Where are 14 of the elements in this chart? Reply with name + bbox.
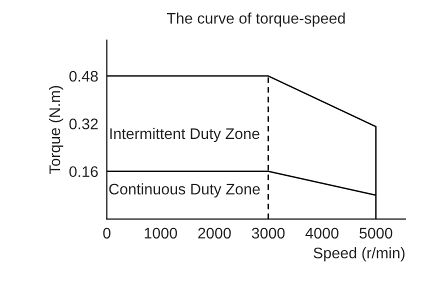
x-axis-title: Speed (r/min)	[314, 247, 405, 262]
y-tick-label: 0.48	[69, 70, 98, 82]
y-tick-label: 0.32	[69, 118, 98, 130]
chart-title: The curve of torque-speed	[166, 12, 345, 27]
x-tick-label: 5000	[360, 228, 392, 239]
x-tick-label: 0	[103, 228, 110, 239]
y-tick-label: 0.16	[69, 166, 98, 178]
x-tick-label: 3000	[252, 228, 285, 239]
y-axis-title: Torque (N.m)	[48, 86, 64, 174]
annotation: Intermittent Duty Zone	[110, 128, 260, 142]
annotation: Continuous Duty Zone	[109, 183, 260, 198]
x-tick-label: 1000	[144, 228, 178, 239]
x-tick-label: 2000	[198, 228, 231, 239]
x-tick-label: 4000	[305, 228, 338, 239]
